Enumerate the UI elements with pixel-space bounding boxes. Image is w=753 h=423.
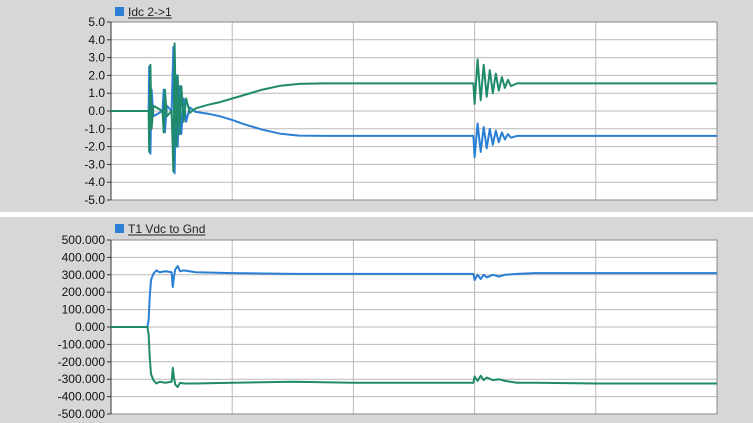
bottom-y-tick-label: -300.000 <box>58 372 106 386</box>
top-y-tick-label: 5.0 <box>88 15 105 29</box>
top-y-tick-label: -3.0 <box>84 157 105 171</box>
top-y-tick-label: -1.0 <box>84 122 105 136</box>
bottom-series-green-line <box>111 326 717 388</box>
top-series-green-line <box>111 42 717 173</box>
bottom-y-tick-label: 300.000 <box>62 268 106 282</box>
top-series-blue-line <box>111 45 717 175</box>
bottom-y-tick-label: -500.000 <box>58 407 106 421</box>
bottom-y-tick-label: 400.000 <box>62 250 106 264</box>
bottom-legend-label: T1 Vdc to Gnd <box>128 222 205 236</box>
top-legend-label: Idc 2->1 <box>128 5 172 19</box>
bottom-y-tick-label: 0.000 <box>75 320 105 334</box>
bottom-y-tick-label: -200.000 <box>58 355 106 369</box>
top-legend-swatch <box>115 7 124 16</box>
bottom-y-tick-label: 100.000 <box>62 303 106 317</box>
top-y-tick-label: -2.0 <box>84 140 105 154</box>
bottom-y-tick-label: 200.000 <box>62 285 106 299</box>
top-y-tick-label: -4.0 <box>84 175 105 189</box>
top-y-tick-label: -5.0 <box>84 193 105 207</box>
bottom-y-tick-label: 500.000 <box>62 233 106 247</box>
bottom-y-tick-label: -400.000 <box>58 390 106 404</box>
bottom-y-tick-label: -100.000 <box>58 337 106 351</box>
top-y-tick-label: 3.0 <box>88 51 105 65</box>
bottom-legend-swatch <box>115 224 124 233</box>
top-y-tick-label: 0.0 <box>88 104 105 118</box>
top-y-tick-label: 4.0 <box>88 33 105 47</box>
bottom-series-blue-line <box>111 265 717 328</box>
top-y-tick-label: 2.0 <box>88 68 105 82</box>
top-y-tick-label: 1.0 <box>88 86 105 100</box>
